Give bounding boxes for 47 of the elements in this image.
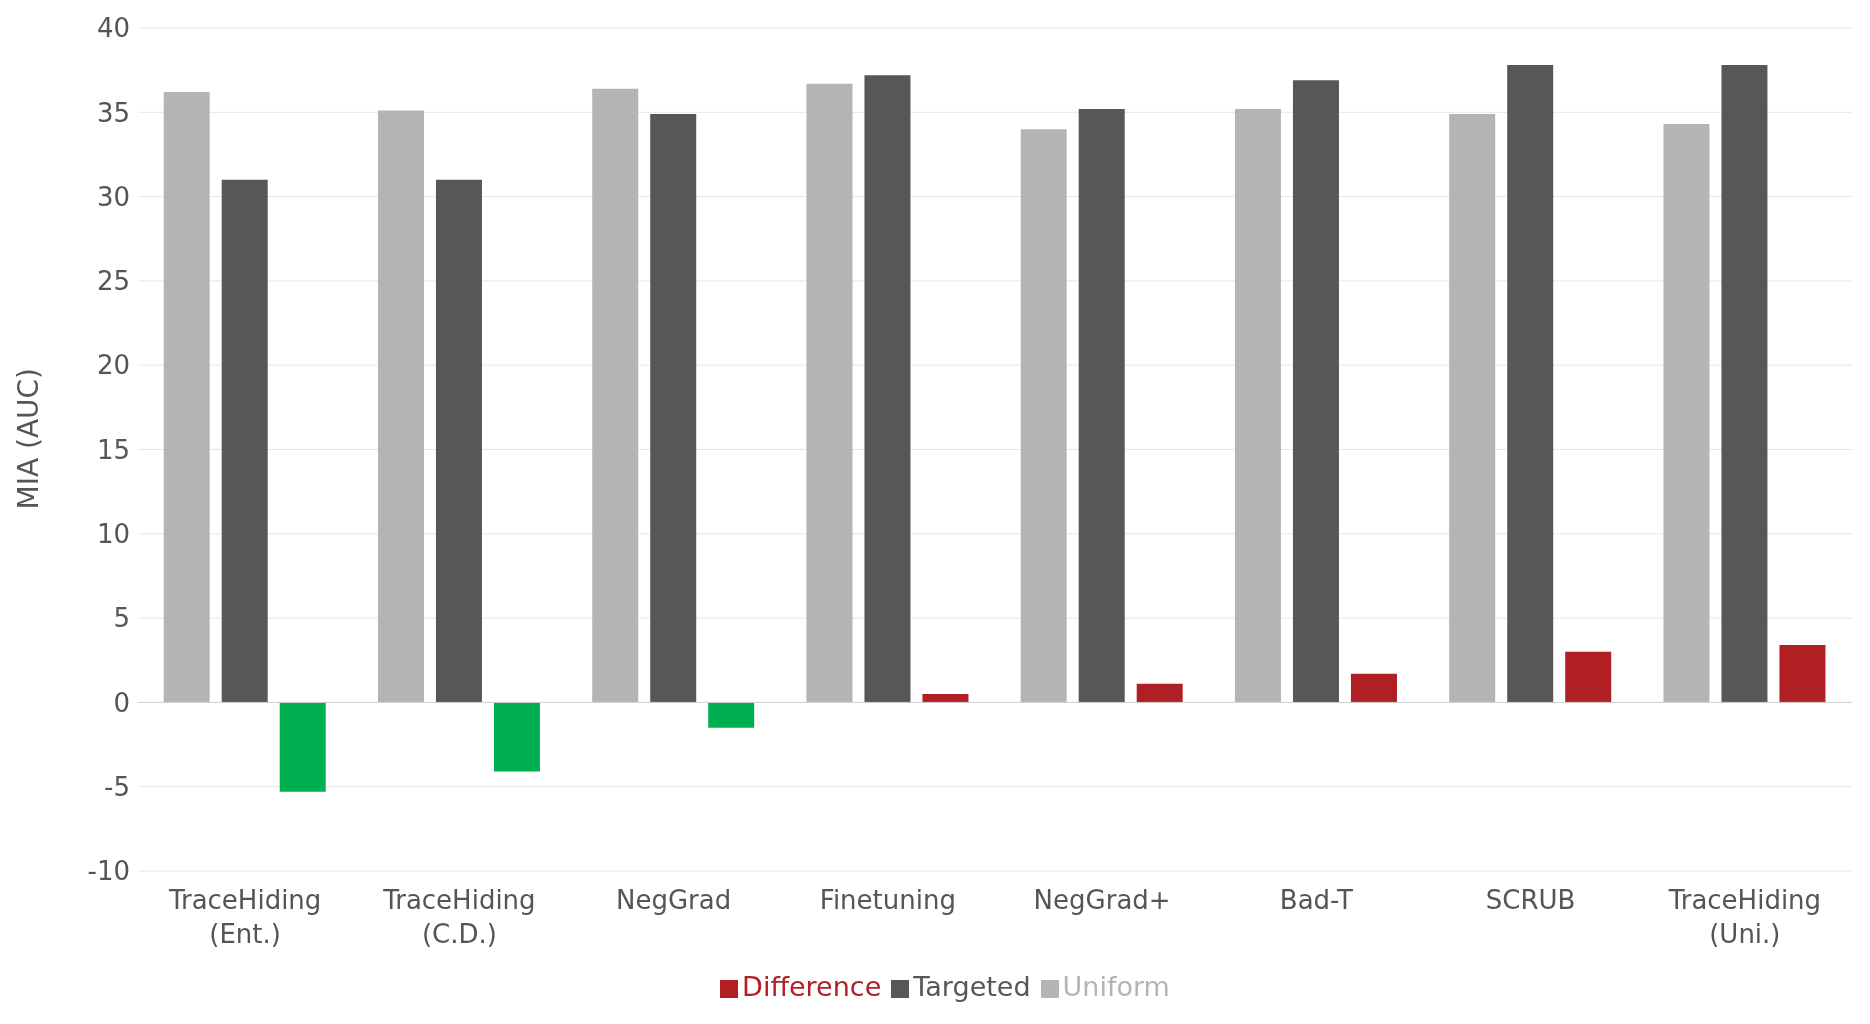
y-tick-label: 20 — [96, 350, 130, 381]
bar — [708, 702, 755, 728]
x-tick-label: NegGrad+ — [1033, 885, 1171, 915]
y-tick-label: -10 — [87, 856, 130, 887]
x-tick-label: Bad-T — [1279, 885, 1354, 915]
y-tick-label: 35 — [96, 97, 130, 128]
y-tick-label: 0 — [113, 687, 130, 718]
bar — [1234, 108, 1281, 703]
bar — [1078, 108, 1125, 703]
y-tick-label: -5 — [104, 771, 130, 802]
legend-label: Uniform — [1062, 971, 1170, 1002]
y-axis-title: MIA (AUC) — [11, 367, 45, 510]
bar — [435, 179, 482, 703]
y-tick-label: 40 — [96, 13, 130, 44]
bar — [864, 75, 911, 703]
x-tick-label: TraceHiding (Ent.) — [167, 885, 322, 949]
y-tick-label: 10 — [96, 519, 130, 550]
bar — [1020, 129, 1067, 703]
x-tick-label: Finetuning — [819, 885, 956, 915]
bar — [163, 92, 210, 703]
bar — [1721, 65, 1768, 703]
y-tick-label: 5 — [113, 603, 130, 634]
bar — [1663, 124, 1710, 703]
x-tick-label: TraceHiding (Uni.) — [1667, 885, 1822, 949]
x-tick-label: SCRUB — [1485, 885, 1576, 915]
bar — [1350, 673, 1397, 703]
bar — [1507, 65, 1554, 703]
bar — [221, 179, 268, 703]
x-tick-label: NegGrad — [616, 885, 732, 915]
bar — [1565, 651, 1612, 703]
bar — [592, 88, 639, 703]
y-tick-label: 30 — [96, 181, 130, 212]
legend-label: Targeted — [913, 971, 1031, 1002]
bar — [1292, 80, 1339, 703]
bar — [1449, 113, 1496, 703]
bar — [279, 702, 326, 792]
bar — [650, 113, 697, 703]
legend-label: Difference — [742, 971, 882, 1002]
bar — [806, 83, 853, 703]
bar — [493, 702, 540, 772]
bar — [1779, 645, 1826, 703]
y-tick-label: 15 — [96, 434, 130, 465]
bar — [377, 110, 424, 703]
y-tick-label: 25 — [96, 266, 130, 297]
bar — [1136, 683, 1183, 703]
bar — [922, 693, 969, 703]
x-tick-label: TraceHiding (C.D.) — [382, 885, 536, 949]
